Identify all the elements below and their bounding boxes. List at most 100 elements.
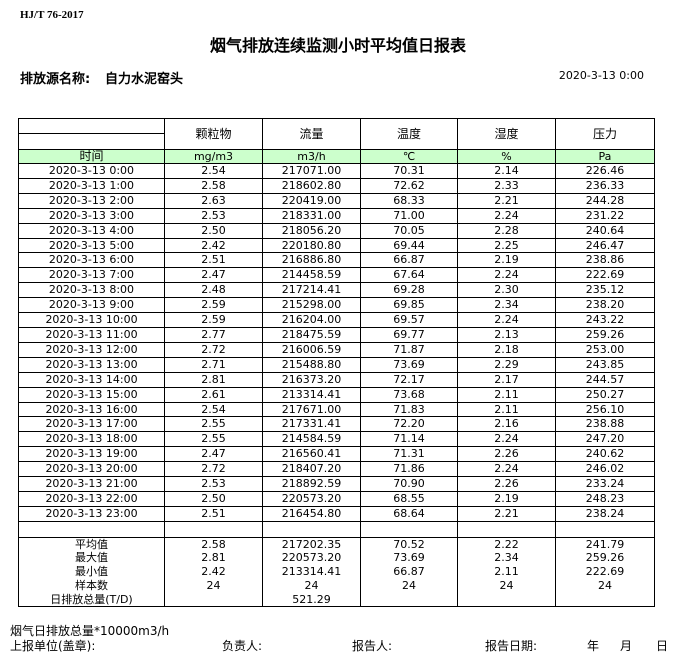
- data-cell: 218331.00: [262, 207, 361, 224]
- year-label: 年: [587, 639, 600, 653]
- row-label: 2020-3-13 8:00: [18, 282, 165, 299]
- data-cell: 214458.59: [262, 267, 361, 284]
- data-cell: 24: [555, 578, 655, 593]
- table-row: 2020-3-13 19:00 2.47 216560.41 71.31 2.26 240…: [18, 446, 655, 463]
- data-cell: 2.28: [457, 222, 556, 239]
- data-cell: 218407.20: [262, 461, 361, 478]
- data-cell: 66.87: [360, 252, 458, 269]
- data-cell: 2.21: [457, 505, 556, 522]
- header-row: 颗粒物 流量 温度 湿度 压力: [18, 118, 655, 150]
- column-header: 湿度: [457, 118, 556, 150]
- data-cell: 213314.41: [262, 386, 361, 403]
- data-cell: 218475.59: [262, 326, 361, 343]
- table-row: 2020-3-13 1:00 2.58 218602.80 72.62 2.33 236.…: [18, 177, 655, 194]
- table-row: 2020-3-13 7:00 2.47 214458.59 67.64 2.24 222.…: [18, 267, 655, 284]
- data-cell: 2.14: [457, 163, 556, 179]
- reporting-unit-label: 上报单位(盖章):: [10, 639, 96, 653]
- data-cell: 70.90: [360, 476, 458, 492]
- data-cell: 215488.80: [262, 356, 361, 373]
- data-cell: 2.26: [457, 446, 556, 463]
- data-cell: 24: [360, 578, 458, 593]
- data-cell: 214584.59: [262, 431, 361, 448]
- data-cell: 220419.00: [262, 192, 361, 209]
- data-cell: 72.20: [360, 416, 458, 433]
- data-cell: 2.26: [457, 476, 556, 492]
- data-cell: 24: [164, 578, 263, 593]
- data-cell: 521.29: [262, 592, 361, 608]
- data-cell: 2.30: [457, 282, 556, 299]
- data-cell: 70.05: [360, 222, 458, 239]
- data-cell: 67.64: [360, 267, 458, 284]
- table-row: 2020-3-13 9:00 2.59 215298.00 69.85 2.34 238.…: [18, 297, 655, 314]
- table-row: 2020-3-13 6:00 2.51 216886.80 66.87 2.19 238.…: [18, 252, 655, 269]
- table-row: 2020-3-13 23:00 2.51 216454.80 68.64 2.21 238…: [18, 505, 655, 522]
- data-cell: 240.64: [555, 222, 655, 239]
- data-cell: 69.44: [360, 237, 458, 254]
- data-cell: 233.24: [555, 476, 655, 492]
- row-label: 2020-3-13 21:00: [18, 476, 165, 492]
- data-cell: 218892.59: [262, 476, 361, 492]
- table-row: 2020-3-13 22:00 2.50 220573.20 68.55 2.19 248…: [18, 490, 655, 507]
- data-cell: 71.87: [360, 341, 458, 358]
- data-cell: 68.55: [360, 490, 458, 507]
- unit-cell: m3/h: [262, 149, 361, 164]
- data-cell: 240.62: [555, 446, 655, 463]
- row-label: 2020-3-13 22:00: [18, 490, 165, 507]
- row-label: 日排放总量(T/D): [18, 592, 165, 608]
- unit-cell: ℃: [360, 149, 458, 164]
- data-cell: 2.16: [457, 416, 556, 433]
- data-cell: 24: [457, 578, 556, 593]
- data-cell: 2.81: [164, 371, 263, 388]
- report-table: 颗粒物 流量 温度 湿度 压力 时间 mg/m3 m3/h ℃ % Pa 202…: [18, 118, 655, 608]
- footer-note: 烟气日排放总量*10000m3/h: [10, 624, 170, 638]
- header-corner: [18, 118, 165, 150]
- data-cell: 2.54: [164, 163, 263, 179]
- data-cell: 2.24: [457, 461, 556, 478]
- data-cell: [262, 520, 361, 538]
- data-cell: 216373.20: [262, 371, 361, 388]
- data-cell: 73.68: [360, 386, 458, 403]
- data-cell: 70.52: [360, 536, 458, 552]
- row-label: 2020-3-13 14:00: [18, 371, 165, 388]
- data-cell: 2.50: [164, 490, 263, 507]
- data-cell: 2.71: [164, 356, 263, 373]
- data-cell: 215298.00: [262, 297, 361, 314]
- data-cell: 2.58: [164, 177, 263, 194]
- table-row: 2020-3-13 14:00 2.81 216373.20 72.17 2.17 244…: [18, 371, 655, 388]
- page-title: 烟气排放连续监测小时平均值日报表: [209, 36, 466, 55]
- table-row: 2020-3-13 16:00 2.54 217671.00 71.83 2.11 256…: [18, 401, 655, 418]
- data-cell: 2.55: [164, 416, 263, 433]
- data-cell: 2.51: [164, 252, 263, 269]
- data-cell: [164, 592, 263, 608]
- data-cell: 68.33: [360, 192, 458, 209]
- data-cell: [360, 592, 458, 608]
- data-cell: 248.23: [555, 490, 655, 507]
- data-cell: 2.72: [164, 341, 263, 358]
- data-cell: 256.10: [555, 401, 655, 418]
- data-cell: 2.19: [457, 252, 556, 269]
- data-cell: 236.33: [555, 177, 655, 194]
- row-label: 2020-3-13 17:00: [18, 416, 165, 433]
- column-header: 温度: [360, 118, 458, 150]
- data-cell: 2.19: [457, 490, 556, 507]
- row-label: 2020-3-13 18:00: [18, 431, 165, 448]
- data-cell: 2.63: [164, 192, 263, 209]
- row-label: 2020-3-13 23:00: [18, 505, 165, 522]
- table-row: 2020-3-13 3:00 2.53 218331.00 71.00 2.24 231.…: [18, 207, 655, 224]
- column-header: 压力: [555, 118, 655, 150]
- data-cell: 2.77: [164, 326, 263, 343]
- row-label: 2020-3-13 7:00: [18, 267, 165, 284]
- data-cell: 69.85: [360, 297, 458, 314]
- data-cell: 217214.41: [262, 282, 361, 299]
- data-cell: 217671.00: [262, 401, 361, 418]
- data-cell: [164, 520, 263, 538]
- row-label: [18, 520, 165, 538]
- table-row: 2020-3-13 4:00 2.50 218056.20 70.05 2.28 240.…: [18, 222, 655, 239]
- day-label: 日: [656, 639, 669, 653]
- data-cell: 73.69: [360, 356, 458, 373]
- data-cell: 2.47: [164, 446, 263, 463]
- data-cell: 2.29: [457, 356, 556, 373]
- data-cell: 220573.20: [262, 551, 361, 566]
- data-cell: 2.58: [164, 536, 263, 552]
- summary-row: 平均值 2.58 217202.35 70.52 2.22 241.79: [18, 536, 655, 552]
